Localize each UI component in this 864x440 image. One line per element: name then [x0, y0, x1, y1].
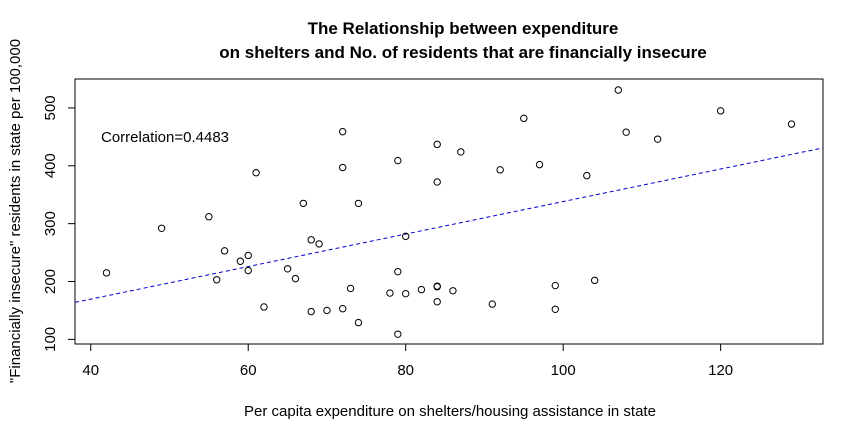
data-point	[433, 140, 441, 149]
x-tick-label: 80	[397, 362, 414, 379]
data-point	[590, 276, 599, 285]
data-point	[417, 285, 426, 294]
data-point	[614, 86, 622, 94]
y-tick-label: 500	[42, 95, 59, 120]
data-point	[252, 169, 260, 177]
data-point	[354, 199, 363, 208]
data-point	[394, 156, 402, 165]
x-tick-label: 40	[82, 362, 99, 379]
data-point	[339, 163, 347, 172]
data-point	[551, 281, 559, 290]
y-tick-label: 100	[42, 327, 59, 352]
data-point	[433, 178, 441, 186]
data-point	[787, 120, 796, 128]
y-axis: 100 200 300 400 500	[42, 95, 76, 352]
data-point	[622, 128, 630, 136]
data-point	[323, 306, 331, 315]
data-point	[291, 274, 300, 283]
x-tick-label: 100	[551, 362, 576, 379]
x-tick-label: 60	[240, 362, 257, 379]
data-points	[102, 86, 796, 338]
data-point	[653, 135, 662, 143]
regression-line-group	[74, 147, 824, 303]
data-point	[315, 240, 323, 248]
data-point	[244, 266, 252, 275]
chart-title-line-2: on shelters and No. of residents that ar…	[219, 43, 706, 62]
data-point	[583, 171, 591, 180]
data-point	[339, 305, 347, 313]
data-point	[520, 114, 528, 123]
data-point	[299, 199, 308, 208]
data-point	[449, 287, 457, 295]
data-point	[488, 300, 497, 308]
data-point	[220, 247, 229, 255]
chart-title-line-1: The Relationship between expenditure	[308, 19, 619, 38]
data-point	[433, 283, 441, 291]
y-tick-label: 200	[42, 269, 59, 294]
data-point	[401, 289, 410, 298]
x-tick-label: 120	[708, 362, 733, 379]
data-point	[433, 298, 441, 306]
data-point	[213, 276, 221, 284]
regression-line	[74, 147, 824, 303]
data-point	[339, 127, 347, 136]
data-point	[283, 265, 292, 273]
y-tick-label: 400	[42, 153, 59, 178]
data-point	[551, 305, 559, 313]
data-point	[244, 251, 252, 260]
data-point	[236, 257, 245, 265]
data-point	[205, 213, 213, 221]
data-point	[354, 318, 363, 327]
correlation-annotation: Correlation=0.4483	[101, 129, 229, 146]
x-axis-label: Per capita expenditure on shelters/housi…	[244, 403, 656, 420]
data-point	[260, 303, 268, 311]
data-point	[401, 232, 410, 241]
data-point	[386, 289, 394, 297]
y-tick-label: 300	[42, 211, 59, 236]
x-axis: 40 60 80 100 120	[82, 343, 733, 379]
plot-area-border	[74, 78, 824, 345]
data-point	[307, 307, 315, 316]
data-point	[496, 166, 504, 174]
data-point	[102, 269, 111, 277]
data-point	[716, 107, 725, 115]
data-point	[346, 284, 355, 293]
data-point	[394, 267, 402, 276]
y-axis-label: "Financially insecure" residents in stat…	[7, 39, 24, 383]
data-point	[457, 148, 465, 156]
data-point	[394, 330, 402, 338]
data-point	[157, 224, 166, 232]
data-point	[535, 160, 544, 169]
data-point	[307, 236, 315, 244]
